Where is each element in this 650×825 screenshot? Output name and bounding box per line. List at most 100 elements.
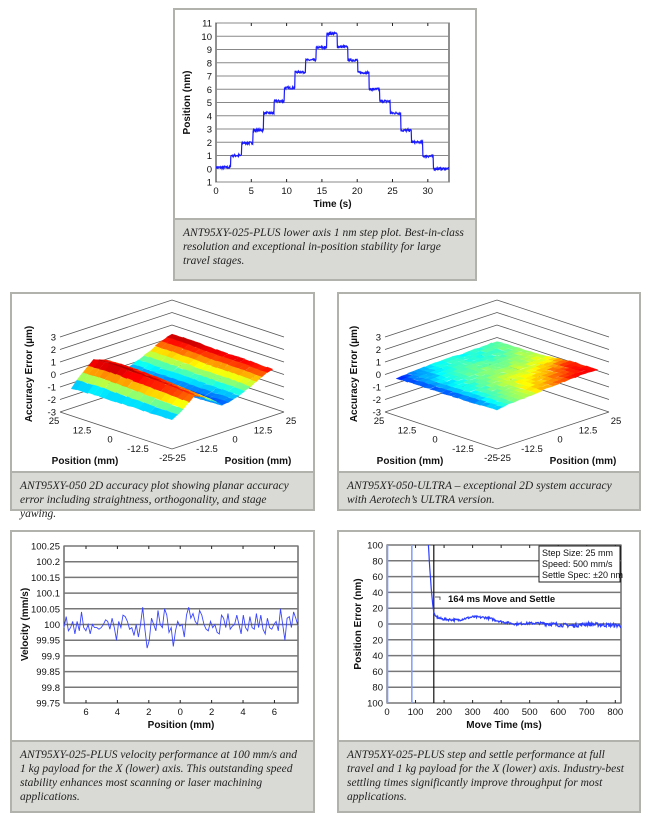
x-tick-label: -12.5 [452, 444, 474, 455]
y-tick-label: 6 [207, 85, 212, 96]
floor-edge [59, 411, 285, 450]
wall-gridline [59, 299, 285, 338]
wall-gridline [384, 299, 610, 338]
surface-patch [501, 377, 515, 381]
surface-patch [154, 340, 167, 349]
surface-patch [87, 384, 100, 395]
surface-patch [210, 360, 223, 369]
surface-patch [451, 376, 465, 381]
y-tick-label: 0 [232, 435, 237, 446]
y-tick-label: 100.25 [31, 542, 60, 553]
y-axis-label: Position (mm) [225, 456, 292, 467]
surface-patch [541, 356, 554, 360]
x-tick-label: 25 [49, 416, 60, 427]
y-tick-label: 60 [372, 667, 383, 678]
x-tick-label: 12.5 [73, 425, 92, 436]
surface-patch [529, 356, 543, 361]
surface-patch [210, 374, 223, 382]
surface-patch [132, 383, 145, 393]
wall-gridline [59, 324, 285, 363]
y-tick-label: 9 [207, 45, 212, 56]
z-axis-label: Accuracy Error (µm) [349, 326, 360, 422]
z-tick-label: -3 [48, 408, 56, 419]
legend-text: Settle Spec: ±20 nm [542, 570, 623, 580]
x-tick-label: 6 [272, 707, 277, 718]
y-tick-label: 5 [207, 98, 212, 109]
y-tick-label: 100.2 [36, 557, 60, 568]
y-tick-label: -25 [172, 453, 186, 464]
y-tick-label: 80 [372, 683, 383, 694]
z-tick-label: -1 [373, 383, 381, 394]
z-tick-label: 0 [376, 370, 381, 381]
y-tick-label: 99.9 [42, 651, 61, 662]
surface-patch [121, 387, 134, 397]
wall-gridline [384, 324, 610, 363]
x-axis-label: Position (mm) [148, 720, 215, 731]
z-tick-label: 2 [376, 345, 381, 356]
y-tick-label: 11 [202, 19, 212, 30]
y-tick-label: 100 [367, 699, 383, 710]
z-tick-label: 0 [51, 370, 56, 381]
legend-text: Step Size: 25 mm [542, 548, 613, 558]
y-tick-label: 3 [207, 125, 212, 136]
y-tick-label: -12.5 [196, 444, 218, 455]
x-tick-label: 15 [317, 186, 328, 197]
y-tick-label: 40 [372, 588, 383, 599]
z-axis-label: Accuracy Error (µm) [24, 326, 35, 422]
y-tick-label: 60 [372, 572, 383, 583]
y-tick-label: 0 [557, 435, 562, 446]
y-tick-label: 2 [207, 138, 212, 149]
surface-patch [423, 379, 436, 385]
surface-patch [440, 377, 453, 382]
wall-gridline [384, 312, 610, 350]
x-tick-label: 30 [423, 186, 434, 197]
surface-patch [462, 387, 476, 393]
y-tick-label: 0 [378, 620, 383, 631]
x-tick-label: 25 [374, 416, 385, 427]
x-tick-label: -12.5 [127, 444, 149, 455]
x-tick-label: 12.5 [398, 425, 417, 436]
y-axis-label: Position (nm) [182, 71, 193, 135]
y-tick-label: 80 [372, 556, 383, 567]
surface-patch [490, 405, 504, 411]
y-tick-label: 25 [611, 416, 622, 427]
x-tick-label: 2 [146, 707, 151, 718]
surface-patch [474, 399, 487, 406]
caption-velocity: ANT95XY-025-PLUS velocity performance at… [12, 740, 313, 811]
y-axis-label: Velocity (mm/s) [20, 588, 31, 661]
wall-gridline [59, 312, 285, 350]
y-tick-label: -12.5 [521, 444, 543, 455]
surface-patch [434, 379, 448, 384]
x-axis-label: Position (mm) [377, 456, 444, 467]
surface-patch [496, 346, 509, 351]
surface-patch [160, 382, 173, 385]
x-tick-label: 400 [493, 707, 509, 718]
surface-patch [513, 365, 526, 370]
surface-patch [440, 389, 453, 395]
x-axis-label: Time (s) [313, 199, 351, 210]
x-tick-label: 0 [384, 707, 389, 718]
y-tick-label: 7 [207, 72, 212, 83]
x-tick-label: 20 [352, 186, 363, 197]
y-tick-label: 20 [372, 604, 383, 615]
surface-patch [541, 380, 554, 385]
y-tick-label: 100 [44, 620, 60, 631]
z-tick-label: -2 [373, 395, 381, 406]
surface-patch [160, 380, 173, 384]
y-tick-label: 99.95 [36, 636, 60, 647]
surface-patch [546, 382, 560, 387]
y-tick-label: 12.5 [579, 425, 598, 436]
z-tick-label: 3 [376, 333, 381, 344]
caption-step-settle: ANT95XY-025-PLUS step and settle perform… [339, 740, 639, 811]
y-tick-label: 8 [207, 58, 212, 69]
caption-2d-accuracy-ultra: ANT95XY-050-ULTRA – exceptional 2D syste… [339, 471, 639, 509]
y-tick-label: 99.85 [36, 667, 60, 678]
legend-box [538, 545, 621, 583]
x-tick-label: 4 [240, 707, 245, 718]
y-tick-label: 10 [201, 32, 212, 43]
x-tick-label: 0 [213, 186, 218, 197]
surface-patch [110, 383, 122, 394]
